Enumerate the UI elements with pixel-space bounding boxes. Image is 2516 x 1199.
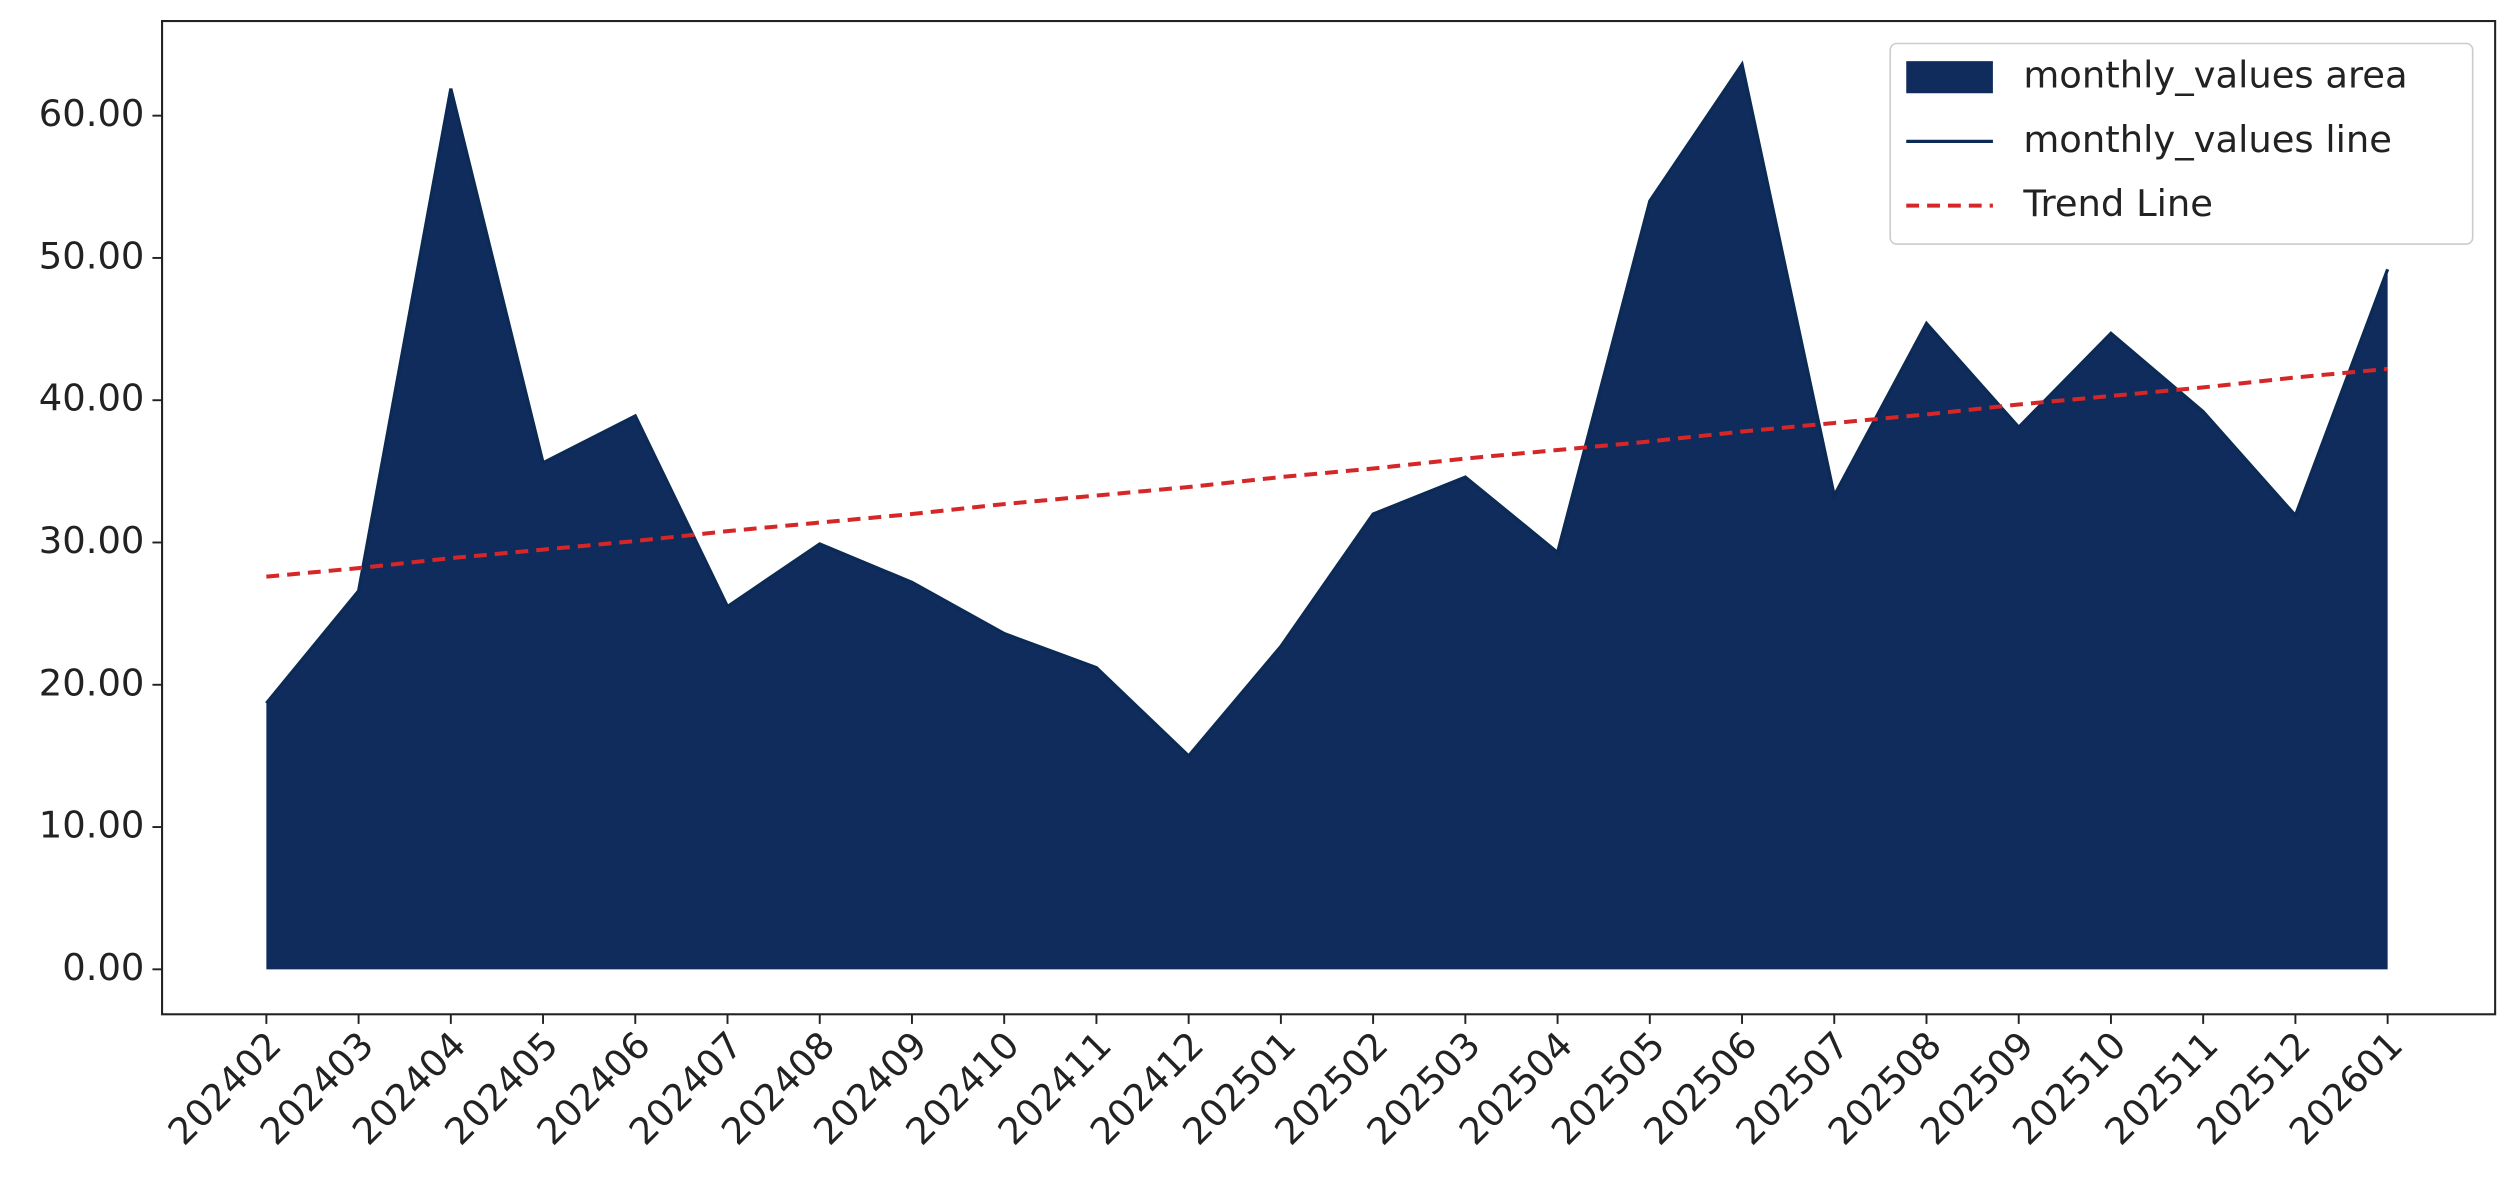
plot-frame [161,20,2497,1016]
legend-label: monthly_values line [2023,118,2392,161]
line [265,60,2390,759]
y-tick-label: 10.00 [39,804,145,847]
trend-line [266,366,2388,579]
legend: monthly_values area monthly_values line Tr… [1889,42,2474,245]
y-tick-label: 40.00 [39,377,145,420]
legend-swatch [1906,61,1993,94]
legend-label: monthly_values area [2023,54,2407,97]
legend-label: Trend Line [2022,182,2213,225]
legend-box [1889,42,2474,245]
y-tick-label: 30.00 [39,519,145,562]
area [266,64,2388,970]
y-tick-label: 20.00 [39,661,145,704]
y-tick-label: 0.00 [62,946,144,989]
y-tick-label: 60.00 [39,92,145,135]
y-tick-label: 50.00 [39,234,145,277]
